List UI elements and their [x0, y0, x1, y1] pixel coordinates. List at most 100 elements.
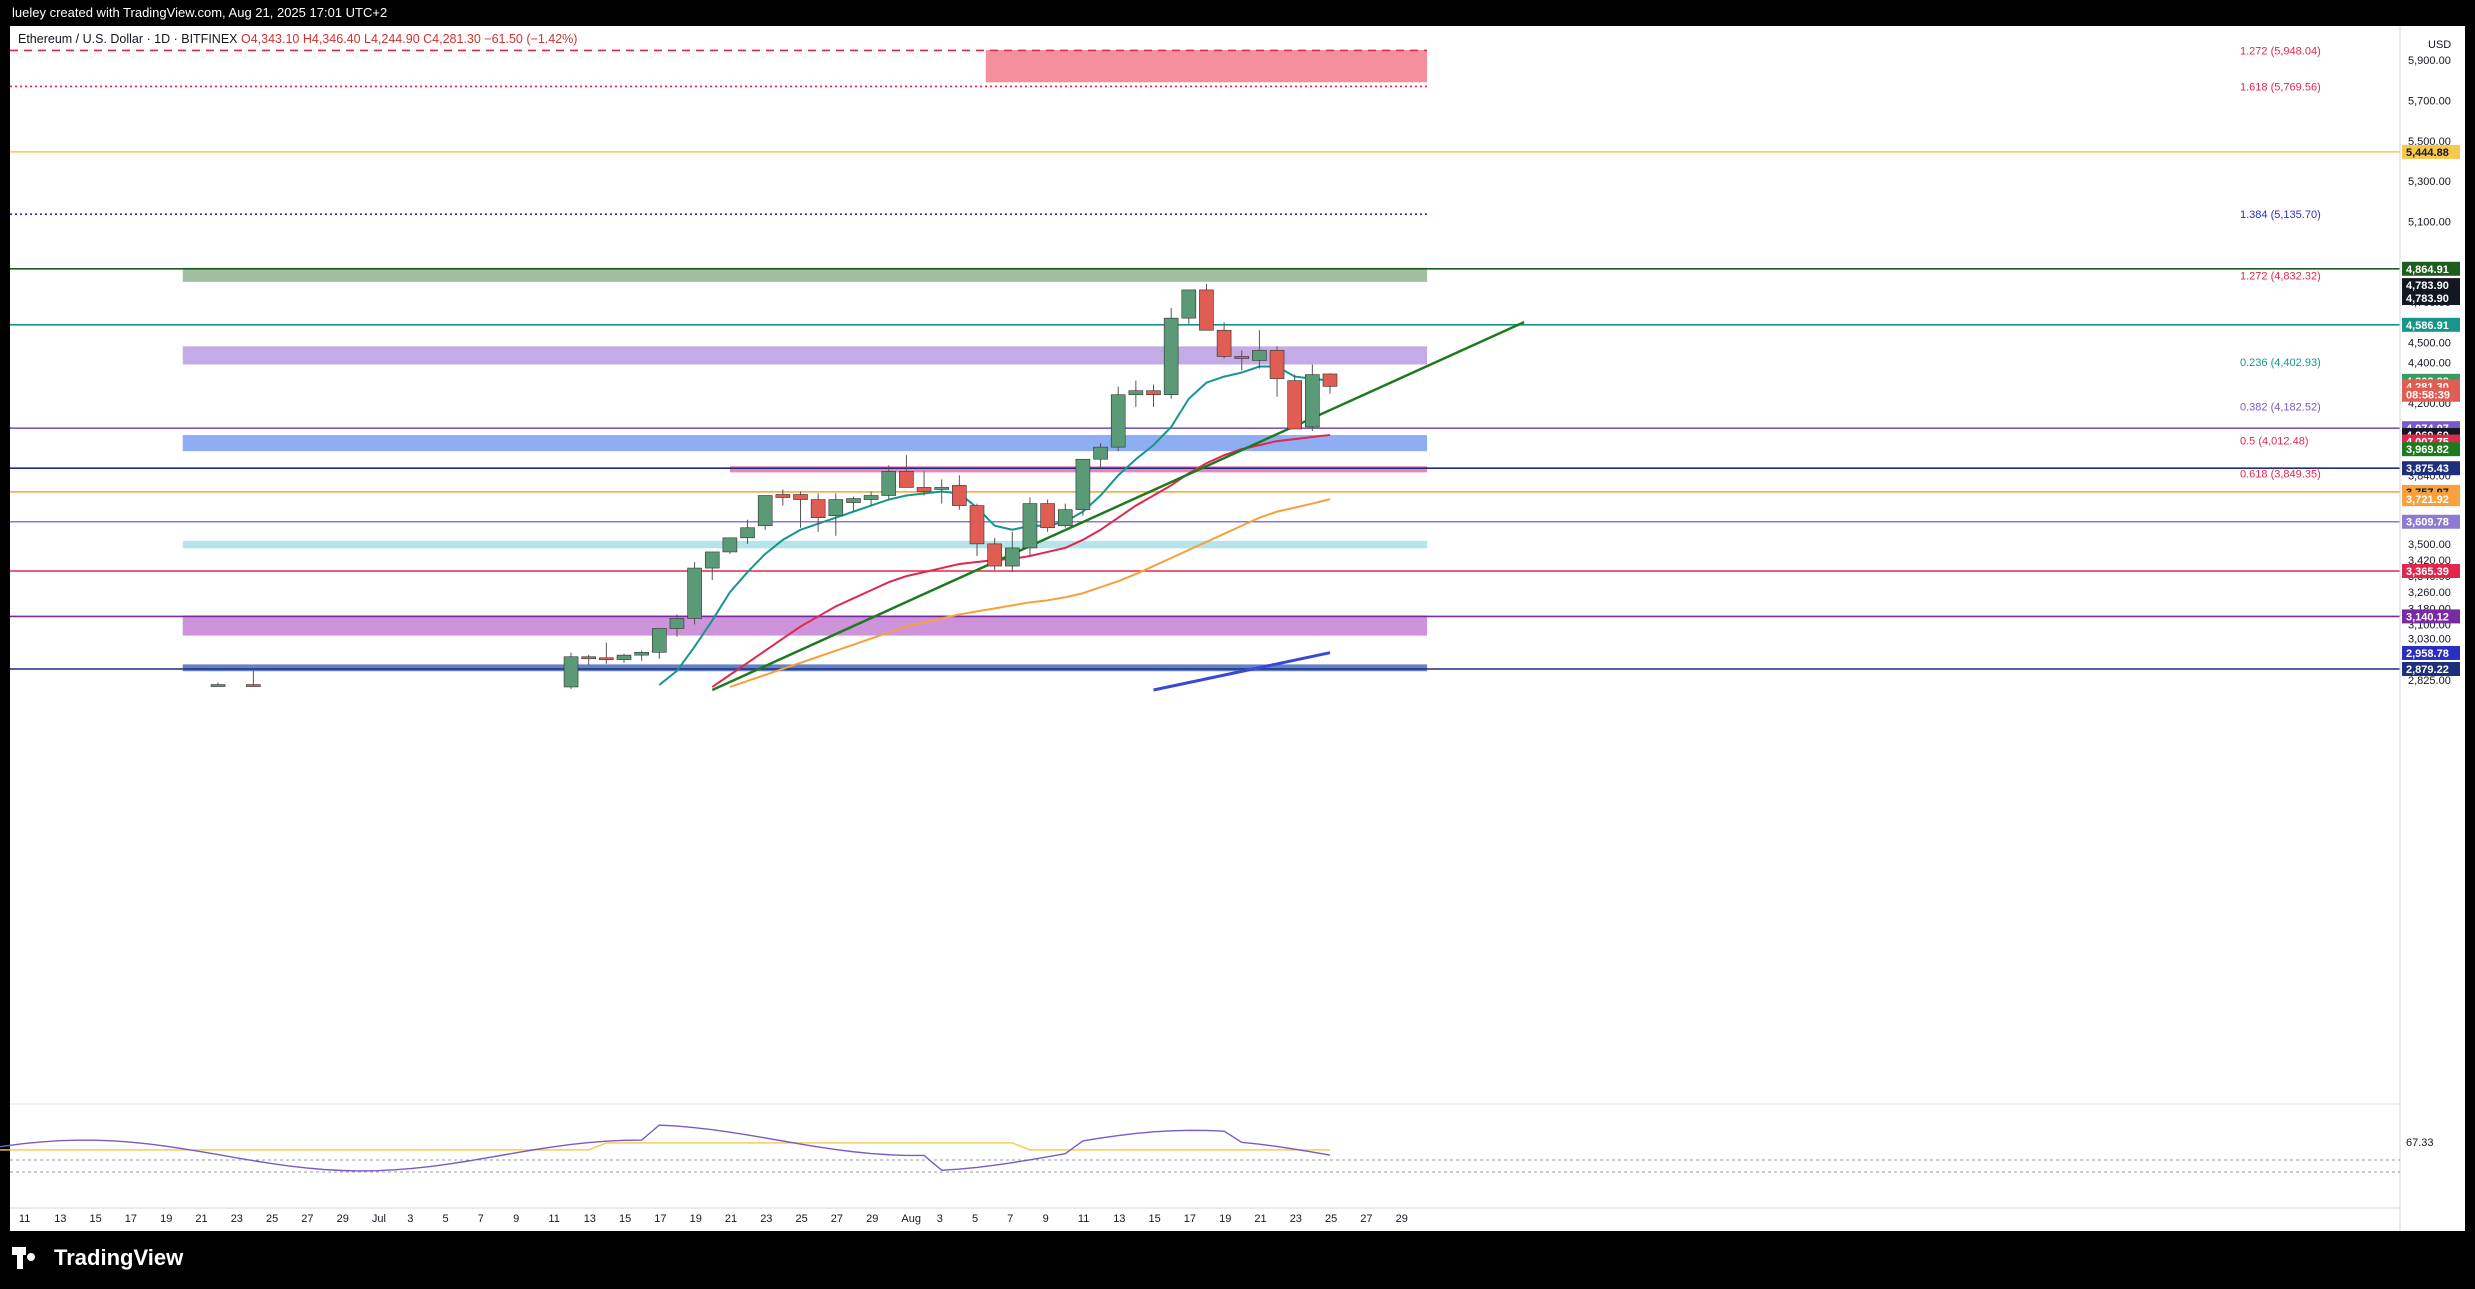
time-tick: 3	[937, 1213, 943, 1225]
ohlc-high: H4,346.40	[302, 32, 361, 46]
candle[interactable]	[651, 628, 667, 653]
candle[interactable]	[210, 684, 226, 687]
candle[interactable]	[1040, 503, 1055, 529]
candle[interactable]	[1022, 503, 1038, 549]
time-tick: 29	[337, 1213, 349, 1225]
time-tick: 15	[90, 1213, 102, 1225]
fib-label: 1.384 (5,135.70)	[2240, 209, 2321, 221]
candle[interactable]	[1252, 350, 1267, 361]
candle[interactable]	[828, 499, 844, 516]
time-tick: 21	[725, 1213, 737, 1225]
time-tick: 21	[1254, 1213, 1266, 1225]
price-tick: 3,420.00	[2408, 555, 2451, 567]
candle[interactable]	[740, 527, 755, 539]
candle[interactable]	[669, 618, 685, 629]
candle[interactable]	[934, 487, 950, 490]
osc-signal-line	[0, 1142, 1330, 1151]
time-tick: 27	[301, 1213, 313, 1225]
price-tag-label: 3,365.39	[2406, 566, 2449, 578]
candle[interactable]	[1181, 289, 1197, 319]
price-tick: 5,100.00	[2408, 216, 2451, 228]
ema-mid-line	[711, 434, 1331, 688]
price-tick: 5,300.00	[2408, 176, 2451, 188]
price-tag	[2402, 261, 2460, 276]
candle[interactable]	[1163, 317, 1179, 396]
candle[interactable]	[1075, 458, 1091, 510]
price-axis[interactable]	[2400, 26, 2465, 1231]
price-tag-label: 3,609.78	[2406, 517, 2449, 529]
price-tag-label: 4,783.90	[2406, 280, 2449, 292]
price-tick: 5,700.00	[2408, 95, 2451, 107]
price-zone	[985, 50, 1428, 83]
candle[interactable]	[775, 494, 791, 498]
candle[interactable]	[1305, 374, 1320, 428]
candle[interactable]	[969, 505, 985, 545]
fib-label: 1.272 (4,832.32)	[2240, 270, 2321, 282]
time-tick: 27	[831, 1213, 843, 1225]
candle[interactable]	[1322, 373, 1338, 387]
ohlc-close: C4,281.30	[423, 32, 481, 46]
price-tag-label: 3,721.92	[2406, 494, 2449, 506]
time-tick: 11	[548, 1213, 559, 1225]
time-tick: 9	[1043, 1213, 1049, 1225]
candle[interactable]	[881, 471, 897, 496]
fib-label: 1.272 (5,948.04)	[2240, 45, 2321, 57]
candle[interactable]	[863, 495, 879, 500]
price-zone	[182, 267, 1428, 282]
price-tag-label: 3,875.43	[2406, 463, 2449, 475]
candle[interactable]	[987, 543, 1002, 567]
candle[interactable]	[563, 656, 579, 688]
time-tick: 19	[690, 1213, 702, 1225]
candle[interactable]	[1093, 446, 1108, 460]
candle[interactable]	[1146, 390, 1161, 396]
time-tick: 9	[513, 1213, 519, 1225]
candle[interactable]	[1110, 394, 1126, 448]
candle[interactable]	[1234, 356, 1250, 359]
candle[interactable]	[1057, 509, 1073, 527]
candle[interactable]	[1216, 329, 1232, 357]
candle[interactable]	[757, 495, 773, 527]
candle[interactable]	[793, 494, 808, 500]
brand-name: TradingView	[54, 1245, 184, 1270]
candle[interactable]	[1287, 380, 1302, 430]
candle[interactable]	[581, 656, 597, 660]
price-tick: 5,500.00	[2408, 136, 2451, 148]
price-tag-label: 4,783.90	[2406, 293, 2449, 305]
price-tag	[2402, 278, 2460, 293]
candle[interactable]	[246, 684, 261, 687]
candle[interactable]	[916, 487, 932, 492]
candle[interactable]	[899, 471, 914, 488]
brand[interactable]: TradingView	[12, 1245, 183, 1271]
candle[interactable]	[846, 498, 861, 503]
price-tick: 4,500.00	[2408, 337, 2451, 349]
ohlc-change: −61.50 (−1.42%)	[484, 32, 578, 46]
time-tick: 7	[478, 1213, 484, 1225]
candle[interactable]	[952, 485, 967, 506]
ohlc-open: O4,343.10	[240, 32, 300, 46]
candle[interactable]	[1128, 390, 1144, 396]
price-tag	[2402, 144, 2460, 159]
time-tick: 23	[1290, 1213, 1302, 1225]
fib-label: 1.618 (5,769.56)	[2240, 81, 2321, 93]
candle[interactable]	[634, 652, 649, 656]
candle[interactable]	[810, 499, 826, 518]
candle[interactable]	[1269, 350, 1285, 379]
symbol-name: Ethereum / U.S. Dollar · 1D · BITFINEX	[18, 32, 238, 46]
candle[interactable]	[722, 537, 738, 553]
time-tick: 11	[19, 1213, 30, 1225]
candle[interactable]	[616, 654, 632, 660]
time-tick: 17	[125, 1213, 137, 1225]
trend-line	[711, 321, 1525, 692]
candle[interactable]	[704, 551, 720, 569]
time-tick: 19	[1219, 1213, 1231, 1225]
candle[interactable]	[599, 657, 614, 661]
price-tag-label: 08:58:39	[2406, 390, 2450, 402]
candle[interactable]	[687, 567, 702, 619]
candle[interactable]	[1004, 547, 1020, 567]
time-tick: 15	[1149, 1213, 1161, 1225]
candle[interactable]	[1199, 289, 1214, 331]
price-zone	[182, 615, 1428, 636]
price-tag	[2402, 609, 2460, 624]
price-tag-label: 3,140.12	[2406, 611, 2449, 623]
